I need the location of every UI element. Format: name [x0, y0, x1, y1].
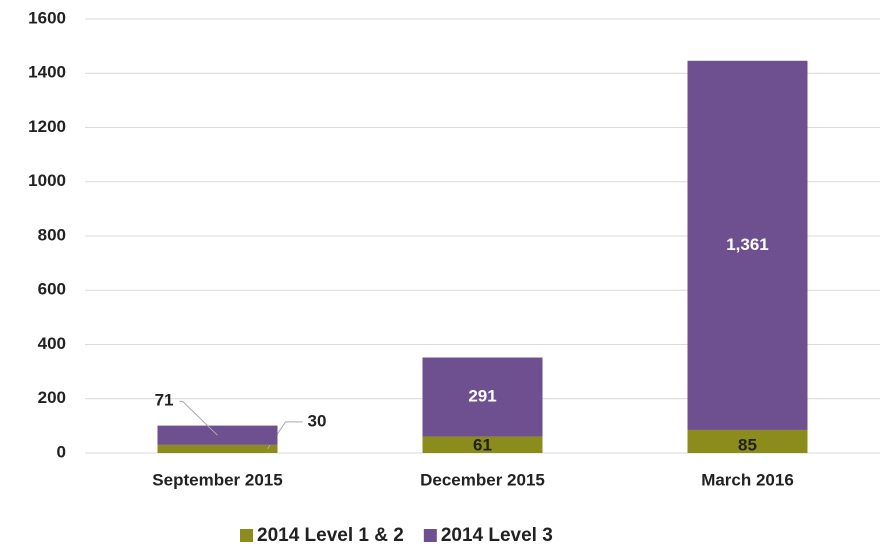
- y-tick-label: 800: [38, 225, 66, 244]
- leader-line: [179, 400, 218, 436]
- x-tick-label: December 2015: [420, 470, 545, 489]
- data-label: 1,361: [726, 235, 769, 254]
- y-tick-label: 600: [38, 280, 66, 299]
- bar-segment: [422, 436, 543, 453]
- y-tick-label: 200: [38, 388, 66, 407]
- y-tick-label: 400: [38, 334, 66, 353]
- y-tick-label: 1200: [28, 117, 66, 136]
- data-label: 61: [473, 435, 492, 454]
- y-tick-label: 1000: [28, 171, 66, 190]
- y-tick-label: 1600: [28, 8, 66, 27]
- bar-segment: [157, 425, 278, 445]
- x-tick-label: March 2016: [701, 470, 794, 489]
- x-tick-label: September 2015: [152, 470, 282, 489]
- data-label: 85: [738, 435, 757, 454]
- y-tick-label: 0: [57, 442, 66, 461]
- data-label: 291: [468, 386, 496, 405]
- legend-label: 2014 Level 3: [441, 525, 553, 546]
- legend-swatch: [240, 529, 253, 542]
- bar-segment: [687, 429, 808, 453]
- bar-segment: [422, 357, 543, 437]
- data-label: 30: [308, 411, 327, 430]
- bar-segment: [157, 444, 278, 453]
- y-tick-label: 1400: [28, 63, 66, 82]
- bar-segment: [687, 60, 808, 430]
- legend-swatch: [423, 529, 437, 542]
- data-label: 71: [155, 391, 174, 410]
- legend-label: 2014 Level 1 & 2: [257, 525, 404, 546]
